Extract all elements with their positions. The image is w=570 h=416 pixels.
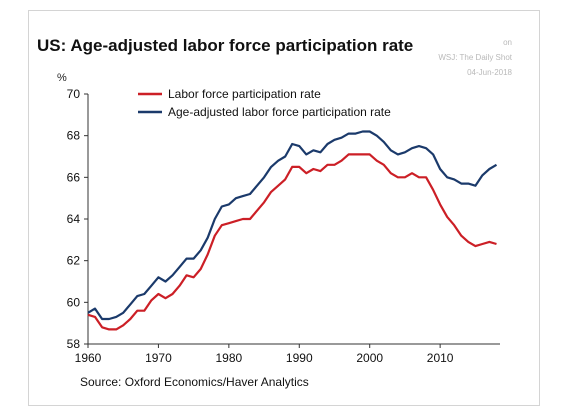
credit-date: 04-Jun-2018: [467, 68, 512, 77]
y-tick-label: 58: [67, 337, 81, 351]
x-tick-label: 1970: [145, 351, 172, 365]
x-tick-label: 1960: [75, 351, 102, 365]
y-tick-label: 60: [67, 295, 81, 309]
x-tick-label: 2000: [356, 351, 383, 365]
credit-line-1: on: [503, 38, 512, 47]
series-line-age-adjusted: [87, 130, 498, 321]
chart-title: US: Age-adjusted labor force participati…: [37, 36, 414, 55]
chart-frame: [28, 10, 540, 406]
axes: 58 60 62 64 66 68 70 1960 1970 1980 1990 2000 2010: [67, 87, 500, 365]
x-tick-label: 1990: [286, 351, 313, 365]
y-tick-label: 62: [67, 254, 81, 268]
x-tick-label: 2010: [427, 351, 454, 365]
y-tick-label: 70: [67, 87, 81, 101]
y-tick-label: 64: [67, 212, 81, 226]
series-line-lfpr: [87, 153, 497, 331]
y-tick-label: 66: [67, 170, 81, 184]
series-layer: [87, 130, 498, 331]
credit-line-2: WSJ: The Daily Shot: [438, 53, 512, 62]
legend: Labor force participation rate Age-adjust…: [138, 87, 391, 119]
x-tick-label: 1980: [216, 351, 243, 365]
legend-label: Labor force participation rate: [168, 87, 321, 101]
legend-label: Age-adjusted labor force participation r…: [168, 105, 391, 119]
source-note: Source: Oxford Economics/Haver Analytics: [80, 375, 309, 389]
y-tick-label: 68: [67, 129, 81, 143]
y-axis-unit: %: [57, 72, 67, 84]
